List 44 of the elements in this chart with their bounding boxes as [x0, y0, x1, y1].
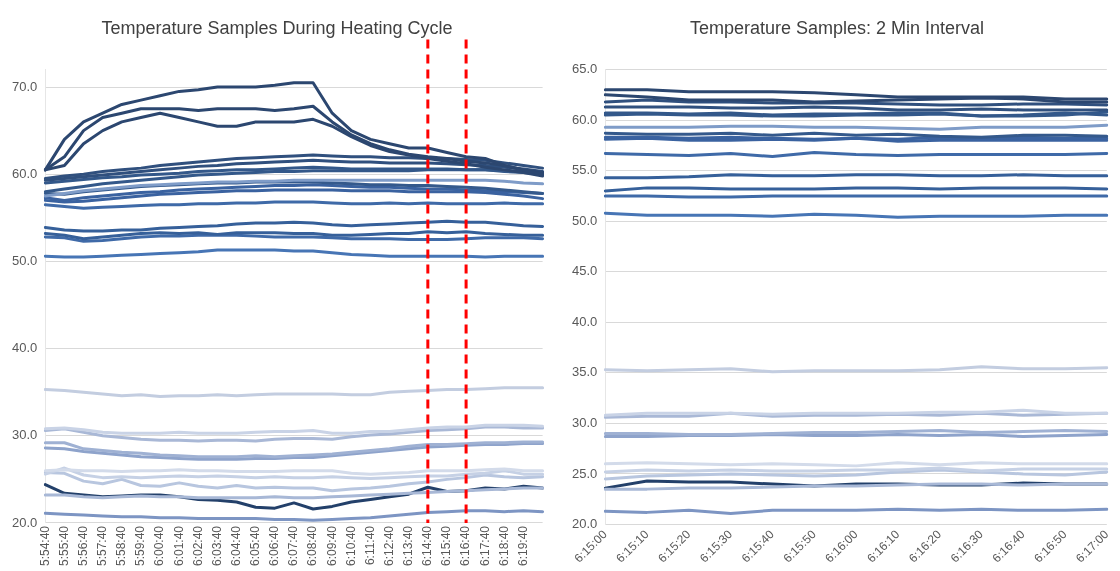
- chart-title: Temperature Samples: 2 Min Interval: [689, 17, 985, 38]
- x-tick-label: 6:06:40: [267, 525, 282, 567]
- x-tick-label: 6:01:40: [171, 525, 186, 567]
- x-tick-label: 6:18:40: [496, 525, 511, 567]
- x-tick-label: 6:00:40: [152, 525, 167, 567]
- x-tick-label: 5:58:40: [114, 525, 129, 567]
- y-tick-label: 50.0: [11, 252, 38, 268]
- x-tick-label: 6:16:40: [458, 525, 473, 567]
- x-tick-label: 6:02:40: [190, 525, 205, 567]
- y-tick-label: 60.0: [11, 165, 38, 181]
- x-tick-label: 6:12:40: [381, 525, 396, 567]
- x-tick-label: 6:10:40: [343, 525, 358, 567]
- y-tick-label: 30.0: [11, 427, 38, 443]
- x-tick-label: 5:56:40: [75, 525, 90, 567]
- x-tick-label: 5:59:40: [133, 525, 148, 567]
- x-tick-label: 6:19:40: [515, 525, 530, 567]
- x-tick-label: 6:14:40: [420, 525, 435, 567]
- x-tick-label: 6:11:40: [362, 525, 377, 566]
- x-tick-label: 6:15:40: [439, 525, 454, 567]
- x-tick-label: 6:04:40: [228, 525, 243, 567]
- x-tick-label: 6:08:40: [305, 525, 320, 567]
- y-tick-label: 50.0: [571, 212, 598, 228]
- x-tick-label: 6:09:40: [324, 525, 339, 567]
- y-tick-label: 60.0: [571, 111, 598, 127]
- y-tick-label: 65.0: [571, 61, 598, 77]
- y-tick-label: 20.0: [11, 514, 38, 530]
- x-tick-label: 6:07:40: [286, 525, 301, 567]
- x-tick-label: 6:17:40: [477, 525, 492, 567]
- y-tick-label: 20.0: [571, 516, 598, 532]
- y-tick-label: 35.0: [571, 364, 598, 380]
- x-tick-label: 5:57:40: [94, 525, 109, 567]
- y-tick-label: 30.0: [571, 414, 598, 430]
- y-tick-label: 25.0: [571, 465, 598, 481]
- y-tick-label: 55.0: [571, 162, 598, 178]
- x-tick-label: 6:13:40: [401, 525, 416, 567]
- x-tick-label: 5:54:40: [37, 525, 52, 567]
- y-tick-label: 70.0: [11, 78, 38, 94]
- y-tick-label: 40.0: [11, 340, 38, 356]
- y-tick-label: 45.0: [571, 263, 598, 279]
- y-tick-label: 40.0: [571, 313, 598, 329]
- chart-title: Temperature Samples During Heating Cycle: [101, 17, 453, 38]
- x-tick-label: 6:03:40: [209, 525, 224, 567]
- x-tick-label: 6:05:40: [248, 525, 263, 567]
- x-tick-label: 5:55:40: [56, 525, 71, 567]
